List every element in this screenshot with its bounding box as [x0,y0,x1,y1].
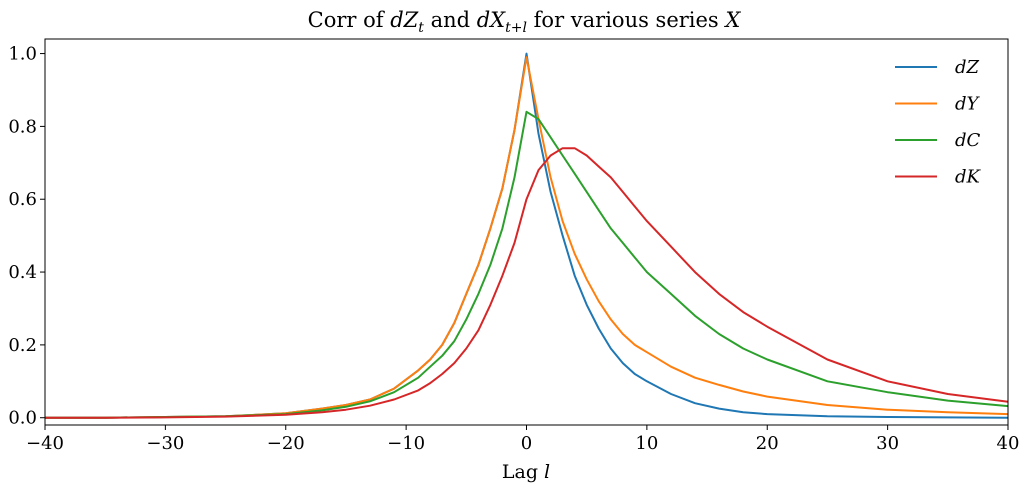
x-tick-label: 0 [521,433,532,454]
y-tick-label: 0.6 [8,189,37,210]
x-tick-label: 20 [756,433,779,454]
series-line-dc [45,110,1009,419]
x-tick-label: −20 [267,433,305,454]
x-tick-label: −10 [387,433,425,454]
legend-label-dz: dZ [955,57,980,78]
series-line-dy [45,56,1009,419]
y-axis: 0.0 0.2 0.4 0.6 0.8 1.0 [8,44,45,429]
series-line-dk [45,147,1009,419]
x-tick-label: 30 [876,433,899,454]
plot-frame [44,38,1009,426]
x-tick-label: −30 [146,433,184,454]
y-tick-label: 0.8 [8,116,37,137]
plot-area [45,52,1009,419]
series-line-dz [45,52,1009,419]
legend-label-dc: dC [955,130,981,151]
chart-title: Corr of dZt and dXt+l for various series… [308,8,742,36]
y-tick-label: 0.4 [8,262,37,283]
y-tick-label: 1.0 [8,44,37,65]
x-tick-label: 10 [635,433,658,454]
y-tick-label: 0.2 [8,335,37,356]
x-axis: −40 −30 −20 −10 0 10 20 30 40 [26,425,1019,454]
x-tick-label: 40 [997,433,1020,454]
y-tick-label: 0.0 [8,408,37,429]
x-tick-label: −40 [26,433,64,454]
x-axis-label: Lag l [502,461,550,483]
legend-label-dy: dY [955,94,981,115]
legend: dZ dY dC dK [895,57,982,188]
legend-label-dk: dK [955,167,982,188]
